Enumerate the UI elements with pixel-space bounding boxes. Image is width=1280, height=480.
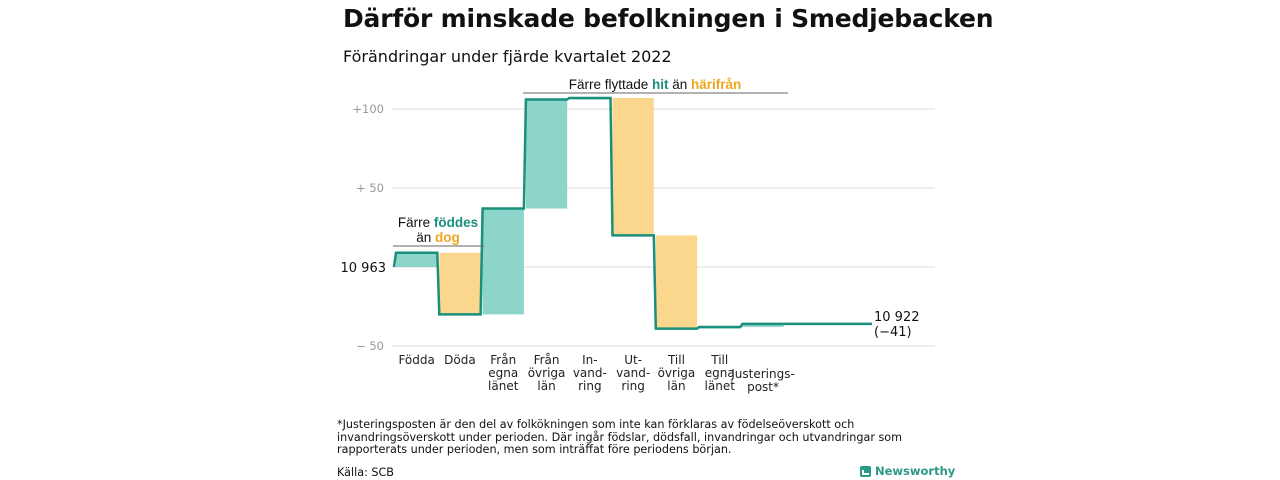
waterfall-bar [612,97,654,236]
category-label: län [667,379,685,393]
category-label: vand- [573,366,607,380]
category-label: länet [705,379,736,393]
births-annotation-line1: Färre föddes [398,215,478,230]
waterfall-bar [525,99,568,209]
category-label: län [537,379,555,393]
waterfall-bar [655,235,698,329]
category-label: egna [705,366,735,380]
category-label: övriga [658,366,696,380]
bar-layer [396,97,784,329]
line-layer [392,96,872,330]
category-label: Födda [398,353,434,367]
y-tick-label: + 50 [356,181,384,195]
category-label: post* [747,380,779,394]
brand-logo: Newsworthy [860,464,955,478]
births-annotation-line2: än dog [416,230,460,245]
chart-subtitle: Förändringar under fjärde kvartalet 2022 [343,47,672,66]
newsworthy-icon [860,465,871,477]
start-value-label: 10 963 [341,261,387,276]
end-value-label: 10 922 [874,310,920,325]
category-label: Till [667,353,685,367]
y-tick-label: − 50 [356,339,384,353]
category-label: Till [710,353,728,367]
category-label: vand- [616,366,650,380]
footnote: *Justeringsposten är den del av folkökni… [337,418,903,456]
category-label: Döda [444,353,476,367]
brand-name: Newsworthy [875,464,956,478]
waterfall-bar [742,323,784,328]
y-tick-label: +100 [352,102,384,116]
waterfall-bar [439,252,481,315]
category-label: ring [621,379,645,393]
migration-annotation: Färre flyttade hit än härifrån [569,77,742,92]
category-label: Ut- [624,353,642,367]
category-label: egna [488,366,518,380]
source-note: Källa: SCB [337,466,394,479]
category-label: övriga [528,366,566,380]
cumulative-line [392,96,872,330]
waterfall-bar [396,252,438,267]
category-label: Från [490,353,516,367]
chart-title: Därför minskade befolkningen i Smedjebac… [343,4,994,33]
category-label: Från [534,353,560,367]
waterfall-bar [482,208,524,315]
end-change-label: (−41) [874,325,912,340]
category-label: ring [578,379,602,393]
category-label: länet [488,379,519,393]
category-label: Justerings- [730,367,795,381]
category-label: In- [582,353,597,367]
